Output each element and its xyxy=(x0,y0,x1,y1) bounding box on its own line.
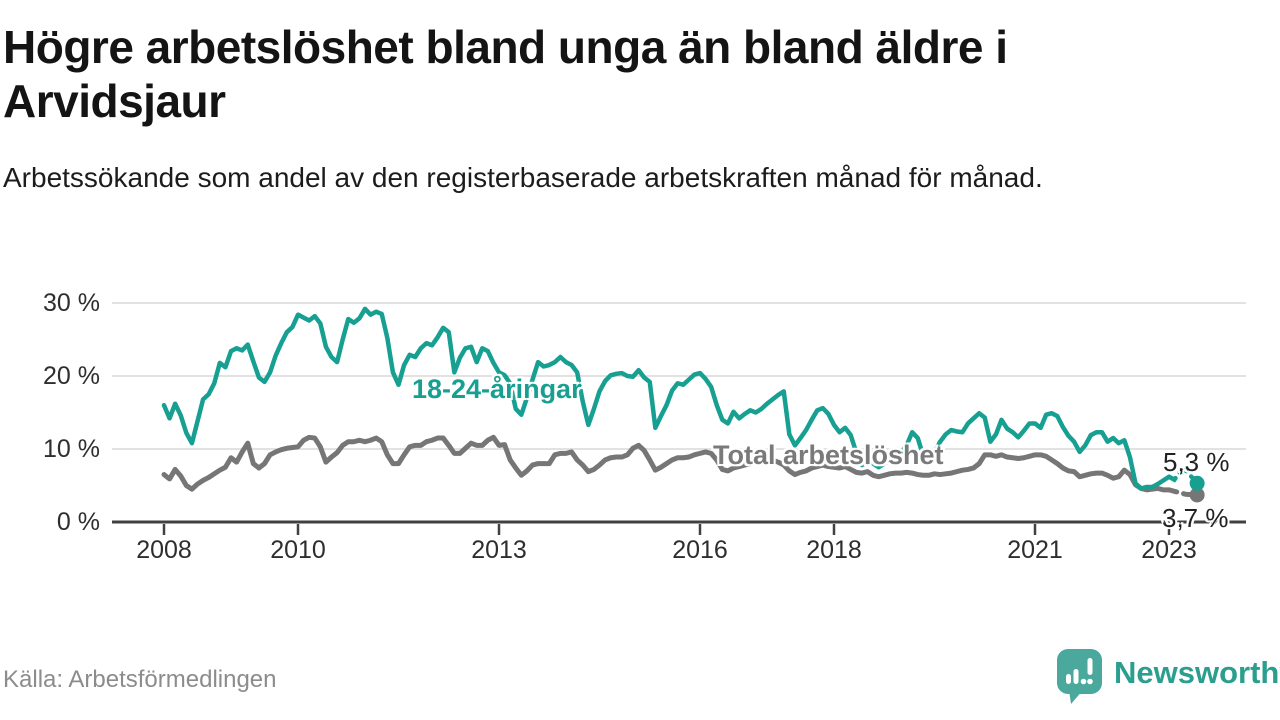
series-line xyxy=(161,306,1172,491)
x-axis-label: 2018 xyxy=(806,536,862,564)
series-end-dot xyxy=(1189,475,1205,491)
series-line-dashed xyxy=(1166,487,1200,498)
series-label-total: Total arbetslöshet xyxy=(713,440,944,470)
source-note: Källa: Arbetsförmedlingen xyxy=(3,666,277,693)
x-axis-label: 2016 xyxy=(672,536,728,564)
x-axis-label: 2013 xyxy=(471,536,527,564)
x-axis-label: 2021 xyxy=(1007,536,1063,564)
end-value-label-total: 3,7 % xyxy=(1162,503,1229,533)
page-title: Högre arbetslöshet bland unga än bland ä… xyxy=(3,21,1008,128)
brand-logo: Newsworthy xyxy=(1056,648,1280,709)
newsworthy-bubble-chart-icon xyxy=(1056,648,1104,709)
brand-name: Newsworthy xyxy=(1114,654,1280,690)
series-label-young: 18-24-åringar xyxy=(412,374,582,404)
y-axis-label: 0 % xyxy=(56,508,100,536)
x-axis-label: 2010 xyxy=(270,536,326,564)
series-line xyxy=(161,434,1172,493)
end-value-label-young: 5,3 % xyxy=(1163,447,1230,477)
x-axis-label: 2008 xyxy=(136,536,192,564)
x-axis-label: 2023 xyxy=(1141,536,1197,564)
y-axis-label: 20 % xyxy=(43,362,100,390)
series-line-dashed xyxy=(1166,467,1200,486)
series-end-dot xyxy=(1189,487,1205,503)
y-axis-label: 10 % xyxy=(43,435,100,463)
chart-subtitle: Arbetssökande som andel av den registerb… xyxy=(3,162,1043,193)
y-axis-label: 30 % xyxy=(43,289,100,317)
